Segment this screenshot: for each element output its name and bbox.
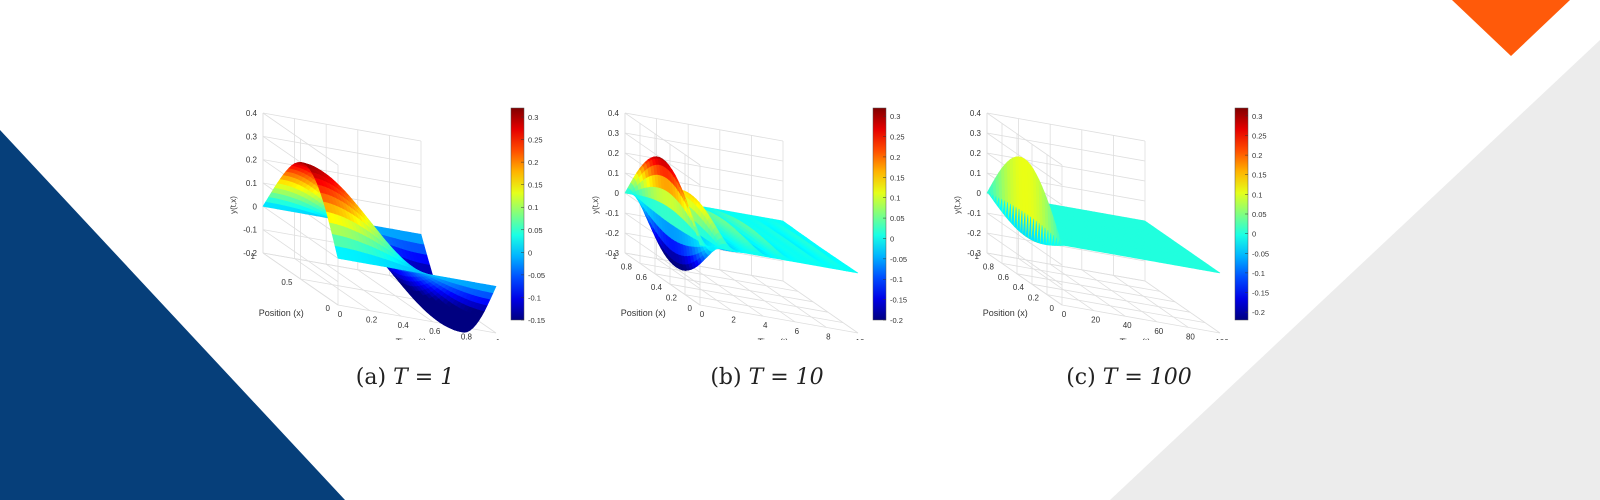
x-tick-label: 1 [251, 252, 256, 261]
z-tick-label: 0.1 [246, 179, 258, 188]
z-tick-label: -0.3 [605, 249, 619, 258]
colorbar-tick-label: -0.15 [528, 316, 545, 325]
colorbar-tick-label: 0.1 [528, 203, 538, 212]
orange-triangle [1452, 0, 1570, 56]
surface-patch [853, 270, 859, 274]
x-tick-label: 0.4 [651, 283, 663, 292]
z-axis-label: y(t,x) [591, 196, 600, 214]
colorbar-tick-label: -0.15 [890, 296, 907, 305]
navy-triangle [0, 130, 345, 500]
colorbar-tick-label: 0.3 [528, 113, 538, 122]
t-tick-label: 0.8 [461, 332, 473, 340]
colorbar-tick-label: 0.3 [890, 112, 900, 121]
t-tick-label: 0.6 [429, 327, 441, 336]
colorbar-tick-label: -0.05 [890, 255, 907, 264]
colorbar-tick-label: 0.15 [890, 173, 905, 182]
z-tick-label: 0.4 [608, 109, 620, 118]
z-tick-label: 0.2 [246, 156, 258, 165]
x-tick-label: 0.6 [636, 273, 648, 282]
x-tick-label: 1 [613, 252, 618, 261]
x-tick-label: 0.8 [621, 262, 633, 271]
t-tick-label: 4 [763, 321, 768, 330]
colorbar-tick-label: 0.1 [890, 194, 900, 203]
colorbar-tick-label: 0.05 [528, 226, 543, 235]
surface-mesh [986, 156, 1221, 274]
colorbar-tick-label: -0.1 [890, 275, 903, 284]
z-tick-label: -0.2 [605, 229, 619, 238]
colorbar-tick-label: 0 [528, 248, 532, 257]
t-tick-label: 0 [700, 310, 705, 319]
light-gray-triangle [1110, 40, 1600, 500]
colorbar-tick-label: 0 [890, 234, 894, 243]
x-tick-label: 0.5 [281, 278, 293, 287]
colorbar [510, 107, 525, 321]
time-axis-label: Time (t) [396, 337, 427, 340]
x-tick-label: 0.2 [666, 294, 678, 303]
position-axis-label: Position (x) [259, 308, 304, 318]
z-tick-label: 0.3 [608, 129, 620, 138]
z-axis-label: y(t,x) [229, 196, 238, 214]
z-tick-label: 0.2 [608, 149, 620, 158]
colorbar-tick-label: -0.2 [890, 316, 903, 325]
colorbar-tick-label: 0.15 [528, 181, 543, 190]
t-tick-label: 0 [338, 310, 343, 319]
z-tick-label: 0.1 [608, 169, 620, 178]
surface-mesh [624, 156, 859, 274]
surface-svg: -0.3-0.2-0.100.10.20.30.4024681000.20.40… [591, 107, 907, 340]
t-tick-label: 2 [731, 316, 736, 325]
surface-plot-b: -0.3-0.2-0.100.10.20.30.4024681000.20.40… [590, 100, 930, 340]
surface-plot-c: -0.3-0.2-0.100.10.20.30.402040608010000.… [952, 100, 1292, 340]
z-tick-label: 0.4 [246, 109, 258, 118]
surface-svg: -0.3-0.2-0.100.10.20.30.402040608010000.… [953, 107, 1269, 340]
colorbar [872, 107, 887, 321]
surface-plot-a: -0.2 -0.1 0 0.1 0.2 0.3 0.4 0 0.2 0.4 0.6 0.8 1 0 0.5 1… [228, 100, 568, 340]
position-axis-label: Position (x) [621, 308, 666, 318]
colorbar-tick-label: 0.05 [890, 214, 905, 223]
t-tick-label: 1 [496, 338, 501, 340]
t-tick-label: 10 [856, 338, 865, 340]
time-axis-label: Time (t) [758, 337, 789, 340]
t-tick-label: 8 [826, 332, 831, 340]
z-tick-label: 0 [615, 189, 620, 198]
z-tick-label: -0.1 [243, 226, 257, 235]
colorbar-tick-label: 0.2 [528, 158, 538, 167]
t-tick-label: 6 [795, 327, 800, 336]
x-tick-label: 0 [326, 304, 331, 313]
x-tick-label: 0 [688, 304, 693, 313]
colorbar-tick-label: -0.1 [528, 293, 541, 302]
t-tick-label: 0.2 [366, 316, 378, 325]
z-tick-label: -0.2 [243, 249, 257, 258]
surface-patch [489, 285, 497, 294]
z-tick-label: -0.1 [605, 209, 619, 218]
colorbar-tick-label: -0.05 [528, 271, 545, 280]
surface-svg: -0.2 -0.1 0 0.1 0.2 0.3 0.4 0 0.2 0.4 0.6 0.8 1 0 0.5 1… [229, 107, 545, 340]
colorbar-tick-label: 0.25 [890, 133, 905, 142]
colorbar-tick-label: 0.25 [528, 136, 543, 145]
z-tick-label: 0 [253, 202, 258, 211]
colorbar-tick-label: 0.2 [890, 153, 900, 162]
t-tick-label: 0.4 [398, 321, 410, 330]
surface-mesh [262, 161, 497, 333]
z-tick-label: 0.3 [246, 132, 258, 141]
